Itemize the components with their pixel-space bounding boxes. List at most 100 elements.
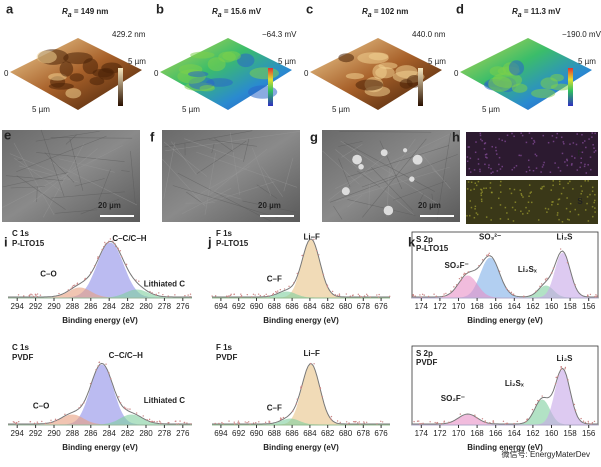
x-tick-label: 280	[139, 429, 153, 438]
eds-dot	[534, 153, 537, 156]
sem-texture	[55, 209, 98, 214]
eds-dot	[526, 212, 529, 215]
eds-dot	[487, 166, 490, 169]
panel-letter: i	[4, 234, 8, 249]
peak-annotation: Li₂S	[557, 354, 574, 363]
axis-origin: 0	[454, 69, 459, 78]
raw-point	[318, 254, 320, 256]
raw-point	[484, 420, 486, 422]
spectrum-element: C 1s	[12, 229, 29, 238]
eds-dot	[556, 214, 559, 216]
sem-texture	[65, 134, 77, 145]
eds-dot	[479, 168, 481, 171]
eds-dot	[506, 212, 508, 214]
raw-point	[190, 423, 192, 425]
raw-point	[83, 402, 85, 404]
raw-point	[300, 387, 302, 390]
raw-point	[246, 293, 249, 296]
raw-point	[313, 238, 315, 241]
sem-texture	[340, 140, 439, 205]
raw-point	[41, 420, 43, 423]
raw-point	[252, 422, 255, 424]
raw-point	[537, 399, 539, 402]
spectrum-element: S 2p	[416, 235, 433, 244]
raw-point	[357, 293, 360, 295]
raw-point	[244, 421, 246, 423]
x-tick-label: 292	[29, 302, 43, 311]
eds-dot	[497, 197, 500, 200]
raw-point	[112, 240, 114, 242]
peak-annotation: Li₂Sₓ	[518, 265, 537, 274]
eds-dot	[479, 132, 482, 135]
eds-dot	[470, 206, 473, 209]
peak-annotation: SO₃²⁻	[479, 232, 501, 241]
eds-dot	[504, 140, 506, 143]
sem-texture	[13, 142, 55, 216]
raw-point	[39, 294, 42, 296]
eds-dot	[515, 165, 518, 167]
eds-dot	[529, 192, 532, 194]
raw-point	[174, 294, 176, 296]
raw-point	[560, 367, 562, 369]
raw-point	[301, 254, 303, 257]
eds-dot	[500, 180, 502, 183]
x-tick-label: 288	[66, 302, 80, 311]
eds-dot	[469, 200, 471, 202]
raw-point	[453, 286, 455, 288]
sem-texture	[368, 183, 370, 210]
eds-dot	[585, 146, 587, 149]
raw-point	[487, 253, 489, 256]
eds-dot	[544, 207, 547, 210]
fit-peak	[8, 364, 192, 426]
raw-point	[105, 363, 107, 365]
raw-point	[313, 363, 315, 365]
envelope	[8, 362, 192, 425]
eds-dot	[468, 146, 471, 148]
surface-feature	[249, 67, 280, 80]
eds-dot	[512, 220, 515, 222]
axis-origin: 0	[4, 69, 9, 78]
raw-point	[481, 418, 484, 420]
raw-point	[17, 420, 20, 423]
raw-point	[101, 248, 103, 251]
sem-texture	[209, 148, 268, 195]
element-label: S	[577, 197, 583, 206]
raw-point	[162, 293, 164, 296]
raw-point	[292, 410, 294, 412]
eds-dot	[588, 138, 590, 140]
raw-point	[179, 420, 181, 422]
eds-dot	[576, 169, 579, 171]
x-tick-label: 162	[526, 429, 540, 438]
raw-point	[330, 415, 333, 418]
eds-dot	[495, 149, 497, 152]
raw-point	[119, 250, 122, 252]
raw-point	[151, 292, 153, 294]
eds-dot	[466, 188, 469, 190]
eds-dot	[466, 160, 469, 163]
sem-texture	[422, 155, 451, 189]
raw-point	[492, 421, 495, 423]
eds-dot	[467, 146, 470, 148]
raw-point	[58, 292, 60, 295]
eds-dot	[584, 180, 587, 182]
height-max: 440.0 nm	[412, 30, 446, 39]
raw-point	[71, 286, 74, 288]
sem-texture	[338, 158, 351, 188]
raw-point	[89, 382, 92, 385]
spectrum-element: C 1s	[12, 343, 29, 352]
scale-label: 20 µm	[418, 201, 441, 210]
x-tick-label: 162	[526, 302, 540, 311]
eds-dot	[480, 200, 483, 203]
raw-point	[125, 407, 127, 409]
raw-point	[467, 271, 470, 273]
eds-dot	[581, 151, 584, 154]
eds-dot	[520, 132, 522, 134]
eds-dot	[522, 196, 524, 198]
eds-dot	[569, 210, 571, 213]
x-tick-label: 290	[47, 302, 61, 311]
fit-peak	[8, 242, 192, 299]
surface-feature	[69, 73, 84, 82]
raw-point	[357, 422, 359, 424]
surface-feature	[345, 72, 365, 80]
eds-dot	[594, 132, 596, 135]
